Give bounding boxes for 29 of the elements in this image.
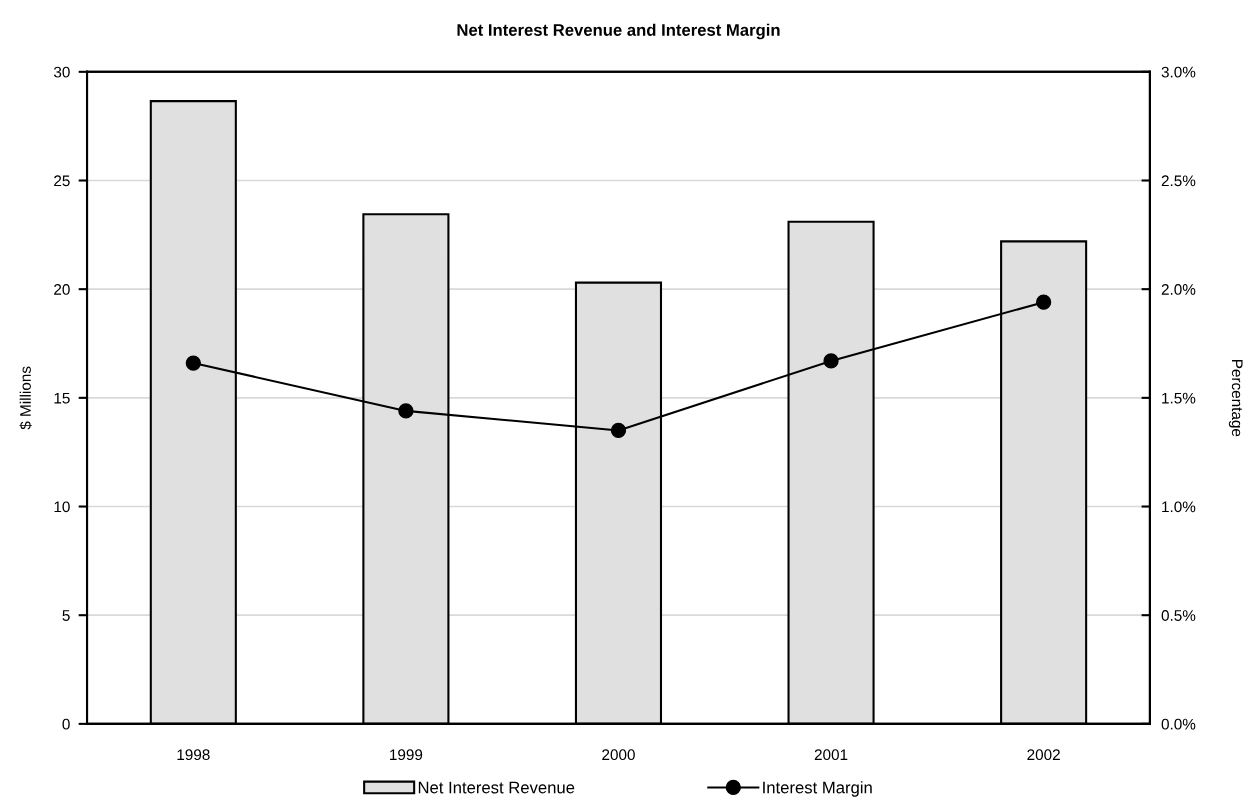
y2-axis-title: Percentage xyxy=(1228,360,1243,437)
y-tick-label: 20 xyxy=(54,284,70,295)
x-tick-label: 2002 xyxy=(1027,749,1060,761)
y2-tick-label: 2.5% xyxy=(1161,175,1196,187)
legend-label: Interest Margin xyxy=(763,781,872,797)
y2-tick-label: 1.5% xyxy=(1162,392,1196,404)
y2-tick-label: 0.5% xyxy=(1161,610,1196,621)
y-tick-label: 30 xyxy=(53,66,70,78)
y2-tick-label: 3.0% xyxy=(1161,66,1196,78)
chart-title: Net Interest Revenue and Interest Margin xyxy=(457,23,780,40)
point xyxy=(398,403,414,419)
point xyxy=(185,355,201,371)
point xyxy=(823,353,839,369)
y-axis-title: $ Millions xyxy=(19,366,32,430)
legend-label: Net Interest Revenue xyxy=(418,781,575,794)
y-tick-label: 5 xyxy=(62,610,70,621)
y2-tick-label: 1.0% xyxy=(1162,501,1196,513)
y-tick-label: 10 xyxy=(54,501,70,513)
y-tick-label: 25 xyxy=(54,175,70,187)
x-tick-label: 1999 xyxy=(390,749,423,761)
point xyxy=(610,422,627,439)
y-tick-label: 0 xyxy=(62,718,70,730)
y2-tick-label: 2.0% xyxy=(1161,284,1196,295)
y-tick-label: 15 xyxy=(54,392,70,404)
x-tick-label: 2000 xyxy=(602,749,635,761)
y2-tick-label: 0.0% xyxy=(1161,718,1196,730)
x-tick-label: 2001 xyxy=(814,749,848,761)
x-tick-label: 1998 xyxy=(177,749,210,761)
point xyxy=(1035,294,1052,310)
